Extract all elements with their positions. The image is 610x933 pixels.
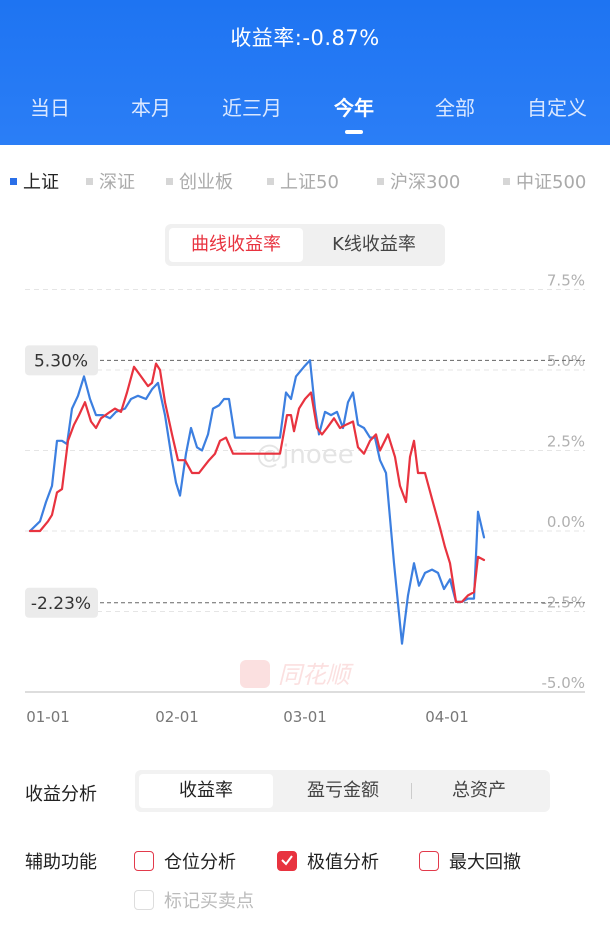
legend-square-icon	[377, 177, 384, 185]
y-tick-label: 7.5%	[547, 272, 585, 290]
extreme-value-checkbox[interactable]: 极值分析	[277, 848, 379, 874]
analysis-segmented-control: 收益率 盈亏金额 总资产	[135, 770, 550, 812]
index-legend: 上证 深证 创业板 上证50 沪深300 中证500	[0, 168, 610, 196]
checkbox-icon	[419, 851, 439, 871]
tab-this-year[interactable]: 今年	[334, 96, 374, 120]
y-tick-label: 5.0%	[547, 352, 585, 370]
legend-item-shanghai[interactable]: 上证	[10, 168, 59, 194]
max-marker-badge	[25, 345, 98, 376]
legend-item-csi500[interactable]: 中证500	[503, 168, 586, 194]
brand-watermark: 同花顺	[278, 661, 354, 689]
legend-item-shenzhen[interactable]: 深证	[86, 168, 135, 194]
y-tick-label: 2.5%	[547, 433, 585, 451]
max-drawdown-checkbox[interactable]: 最大回撤	[419, 848, 521, 874]
max-marker-label: 5.30%	[34, 351, 88, 371]
x-tick-label: 04-01	[425, 708, 469, 726]
checkbox-label: 最大回撤	[449, 852, 521, 873]
analysis-label: 收益分析	[25, 784, 97, 805]
aux-label: 辅助功能	[25, 852, 97, 873]
legend-label: 中证500	[516, 172, 587, 193]
curve-type-toggle: 曲线收益率 K线收益率	[165, 224, 445, 266]
tab-last-three-months[interactable]: 近三月	[222, 96, 282, 120]
y-tick-label: -5.0%	[541, 674, 585, 692]
checkbox-label: 仓位分析	[164, 852, 236, 873]
legend-label: 上证50	[280, 172, 339, 193]
segment-divider	[411, 783, 412, 799]
legend-item-csi300[interactable]: 沪深300	[377, 168, 460, 194]
x-tick-label: 03-01	[283, 708, 327, 726]
analysis-option-total-assets[interactable]: 总资产	[452, 780, 506, 801]
min-marker-label: -2.23%	[31, 594, 91, 614]
kline-return-option[interactable]: K线收益率	[332, 234, 416, 255]
x-tick-label: 01-01	[26, 708, 70, 726]
active-tab-indicator	[345, 130, 363, 134]
return-chart[interactable]: 7.5% 5.0% 2.5% 0.0% -2.5% -5.0% 01-01 02-01 03-0…	[0, 270, 610, 730]
brand-watermark-logo-icon	[240, 660, 270, 688]
legend-square-icon	[166, 177, 173, 185]
checkbox-checked-icon	[277, 851, 297, 871]
tab-custom[interactable]: 自定义	[527, 96, 587, 120]
checkbox-label: 极值分析	[307, 852, 379, 873]
legend-item-chinext[interactable]: 创业板	[166, 168, 233, 194]
period-tabs: 当日 本月 近三月 今年 全部 自定义	[0, 92, 610, 132]
tab-all[interactable]: 全部	[435, 96, 475, 120]
legend-square-icon	[503, 177, 510, 185]
checkbox-icon	[134, 851, 154, 871]
return-rate-title: 收益率:-0.87%	[230, 26, 380, 50]
legend-label: 深证	[99, 172, 135, 193]
index-series-line	[28, 359, 486, 645]
header: 收益率:-0.87% 当日 本月 近三月 今年 全部 自定义	[0, 0, 610, 145]
user-watermark: @jnoee	[256, 440, 354, 470]
analysis-option-profit-loss[interactable]: 盈亏金额	[307, 780, 379, 801]
legend-square-icon	[10, 177, 17, 185]
analysis-option-return-rate[interactable]: 收益率	[139, 774, 273, 808]
legend-square-icon	[86, 177, 93, 185]
checkbox-label: 标记买卖点	[164, 891, 254, 912]
curve-return-option[interactable]: 曲线收益率	[169, 228, 303, 262]
mark-trades-checkbox: 标记买卖点	[134, 887, 254, 913]
return-chart-svg: 7.5%5.0%2.5%0.0%-2.5%-5.0%01-01 02-01 03-0…	[25, 272, 585, 726]
legend-square-icon	[267, 177, 274, 185]
position-analysis-checkbox[interactable]: 仓位分析	[134, 848, 236, 874]
y-tick-label: 0.0%	[547, 513, 585, 531]
min-marker-badge	[25, 587, 98, 618]
tab-today[interactable]: 当日	[30, 96, 70, 120]
legend-label: 创业板	[179, 172, 233, 193]
x-tick-label: 02-01	[155, 708, 199, 726]
analysis-row: 收益分析 收益率 盈亏金额 总资产	[0, 770, 610, 814]
legend-label: 上证	[23, 172, 59, 193]
portfolio-series-line	[28, 362, 486, 603]
legend-item-sse50[interactable]: 上证50	[267, 168, 339, 194]
legend-label: 沪深300	[390, 172, 461, 193]
checkbox-disabled-icon	[134, 890, 154, 910]
tab-this-month[interactable]: 本月	[131, 96, 171, 120]
